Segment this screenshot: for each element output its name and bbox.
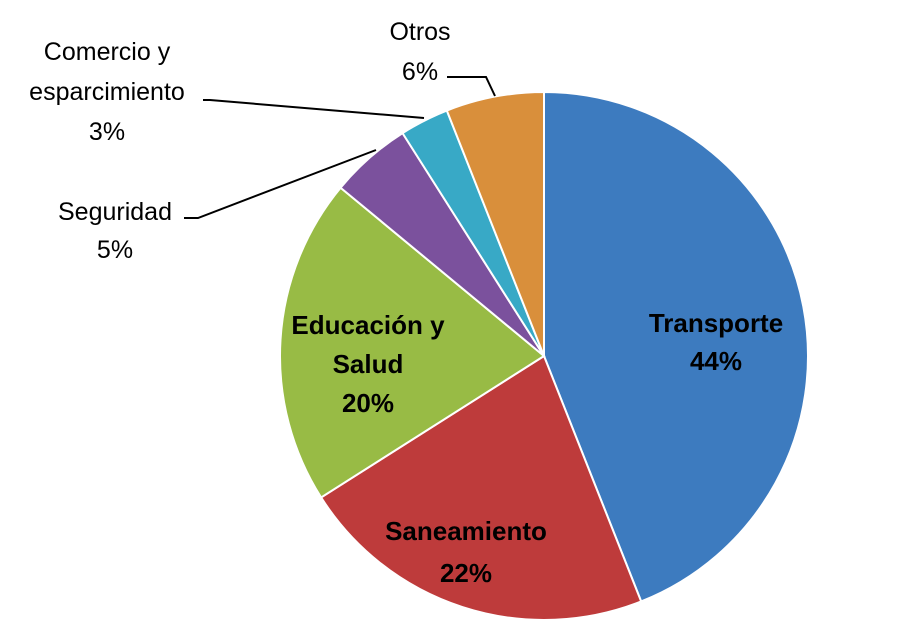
leader-lines <box>184 76 496 219</box>
pie-slice-transporte <box>543 90 809 603</box>
data-label-transporte: Transporte 44% <box>649 308 783 376</box>
slice-labels: Transporte 44% Saneamiento 22% Educación y Sa… <box>29 18 783 588</box>
pie-slice-saneamiento <box>319 354 643 621</box>
leader-line-comercio-y-esparcimiento <box>203 99 425 119</box>
data-label-comercio-y-esparcimiento: Comercio y esparcimiento 3% <box>29 38 185 146</box>
data-label-educacion-y-salud: Educación y Salud 20% <box>291 310 445 418</box>
leader-line-seguridad <box>184 149 377 219</box>
pie-slice-otros <box>445 90 545 357</box>
data-label-otros: Otros 6% <box>389 18 450 86</box>
leader-line-otros <box>447 76 496 97</box>
data-label-saneamiento: Saneamiento 22% <box>385 516 547 588</box>
pie-slices <box>279 90 809 621</box>
pie-slice-educacion-y-salud <box>279 186 546 499</box>
data-label-seguridad: Seguridad 5% <box>58 198 172 264</box>
